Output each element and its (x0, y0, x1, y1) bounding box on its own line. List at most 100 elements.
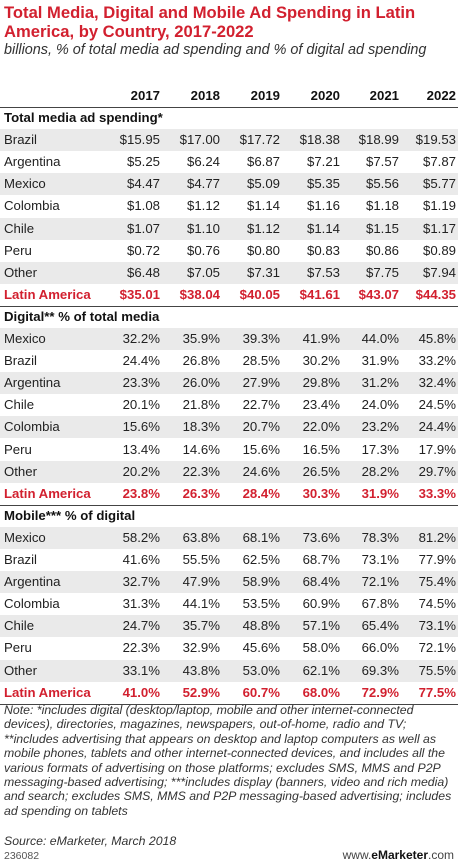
row-label: Latin America (4, 286, 91, 302)
table-row: Brazil $15.95 $17.00 $17.72 $18.38 $18.99 $19.… (0, 129, 458, 152)
row-label: Other (4, 662, 37, 678)
cell-value: 20.1% (122, 397, 160, 413)
total-row: Latin America $35.01 $38.04 $40.05 $41.61 $43… (0, 284, 458, 306)
cell-value: 75.4% (418, 574, 456, 590)
cell-value: $6.48 (126, 264, 160, 280)
cell-value: 31.9% (361, 353, 399, 369)
cell-value: 73.1% (361, 552, 399, 567)
row-label: Latin America (4, 684, 91, 700)
table-row: Brazil 24.4% 26.8% 28.5% 30.2% 31.9% 33.2% (0, 350, 458, 372)
cell-value: $18.99 (358, 132, 399, 148)
row-label: Argentina (4, 574, 61, 590)
divider (0, 107, 458, 108)
cell-value: 32.4% (418, 375, 456, 391)
total-row: Latin America 23.8% 26.3% 28.4% 30.3% 31.9% 33… (0, 483, 458, 505)
row-label: Colombia (4, 198, 60, 214)
cell-value: $41.61 (299, 286, 340, 302)
cell-value: 15.6% (242, 441, 280, 457)
cell-value: 68.7% (302, 552, 340, 567)
total-row: Latin America 41.0% 52.9% 60.7% 68.0% 72.9% 77… (0, 682, 458, 704)
cell-value: $7.21 (306, 154, 340, 170)
column-header-2019: 2019 (250, 88, 280, 103)
row-label: Peru (4, 640, 32, 656)
cell-value: 23.3% (122, 375, 160, 391)
table-row: Colombia 31.3% 44.1% 53.5% 60.9% 67.8% 74.5% (0, 593, 458, 615)
cell-value: $1.16 (306, 198, 340, 214)
cell-value: $18.38 (299, 132, 340, 148)
cell-value: $40.05 (239, 286, 280, 302)
cell-value: $1.08 (126, 198, 160, 214)
row-label: Other (4, 463, 37, 479)
table-row: Peru $0.72 $0.76 $0.80 $0.83 $0.86 $0.89 (0, 240, 458, 262)
table-row: Argentina 23.3% 26.0% 27.9% 29.8% 31.2% 32.4% (0, 372, 458, 395)
cell-value: 44.1% (182, 596, 220, 612)
cell-value: 26.5% (302, 463, 340, 479)
cell-value: $38.04 (179, 286, 220, 302)
cell-value: $7.57 (365, 154, 399, 170)
row-label: Argentina (4, 154, 61, 170)
table-row: Brazil 41.6% 55.5% 62.5% 68.7% 73.1% 77.9% (0, 549, 458, 571)
cell-value: $0.83 (306, 242, 340, 258)
cell-value: 28.5% (242, 353, 280, 369)
cell-value: 77.9% (418, 552, 456, 567)
cell-value: 17.3% (361, 441, 399, 457)
cell-value: 24.4% (122, 353, 160, 369)
row-label: Brazil (4, 353, 37, 369)
cell-value: $7.75 (365, 264, 399, 280)
cell-value: 45.8% (418, 331, 456, 346)
cell-value: 41.9% (302, 331, 340, 346)
cell-value: 22.3% (182, 463, 220, 479)
row-label: Chile (4, 397, 35, 413)
divider (0, 505, 458, 506)
cell-value: $1.07 (126, 220, 160, 236)
row-label: Chile (4, 618, 35, 634)
cell-value: $35.01 (119, 286, 160, 302)
cell-value: $4.77 (186, 176, 220, 192)
cell-value: $15.95 (119, 132, 160, 148)
table-row: Mexico $4.47 $4.77 $5.09 $5.35 $5.56 $5.77 (0, 173, 458, 196)
cell-value: $0.80 (246, 242, 280, 258)
cell-value: 53.0% (242, 662, 280, 678)
cell-value: 66.0% (361, 640, 399, 656)
cell-value: 26.8% (182, 353, 220, 369)
cell-value: 77.5% (418, 684, 456, 700)
table-row: Mexico 58.2% 63.8% 68.1% 73.6% 78.3% 81.2% (0, 526, 458, 549)
cell-value: 28.2% (361, 463, 399, 479)
cell-value: 32.7% (122, 574, 160, 590)
cell-value: 33.3% (418, 485, 456, 501)
cell-value: 24.7% (122, 618, 160, 634)
row-label: Chile (4, 220, 35, 236)
cell-value: 15.6% (122, 419, 160, 435)
cell-value: 62.1% (302, 662, 340, 678)
cell-value: 41.6% (122, 552, 160, 567)
cell-value: 63.8% (182, 529, 220, 545)
cell-value: 32.2% (122, 331, 160, 346)
cell-value: 22.3% (122, 640, 160, 656)
chart-subtitle: billions, % of total media ad spending a… (4, 42, 427, 58)
cell-value: 13.4% (122, 441, 160, 457)
column-header-2020: 2020 (310, 88, 340, 103)
cell-value: 39.3% (242, 331, 280, 346)
cell-value: 31.9% (361, 485, 399, 501)
brand-prefix: www. (342, 848, 372, 862)
cell-value: 21.8% (182, 397, 220, 413)
cell-value: $0.72 (126, 242, 160, 258)
cell-value: 69.3% (361, 662, 399, 678)
cell-value: 72.1% (361, 574, 399, 590)
cell-value: 41.0% (122, 684, 160, 700)
brand-name: eMarketer (371, 848, 428, 862)
brand-suffix: .com (427, 848, 454, 862)
cell-value: 78.3% (361, 529, 399, 545)
cell-value: 60.7% (242, 684, 280, 700)
cell-value: $0.86 (365, 242, 399, 258)
cell-value: 31.3% (122, 596, 160, 612)
column-header-2017: 2017 (130, 88, 160, 103)
cell-value: $1.15 (365, 220, 399, 236)
cell-value: 29.7% (418, 463, 456, 479)
cell-value: 23.4% (302, 397, 340, 413)
cell-value: 17.9% (418, 441, 456, 457)
cell-value: 74.5% (418, 596, 456, 612)
cell-value: 58.9% (242, 574, 280, 590)
cell-value: $1.10 (186, 220, 220, 236)
chart-id: 236082 (4, 850, 40, 862)
